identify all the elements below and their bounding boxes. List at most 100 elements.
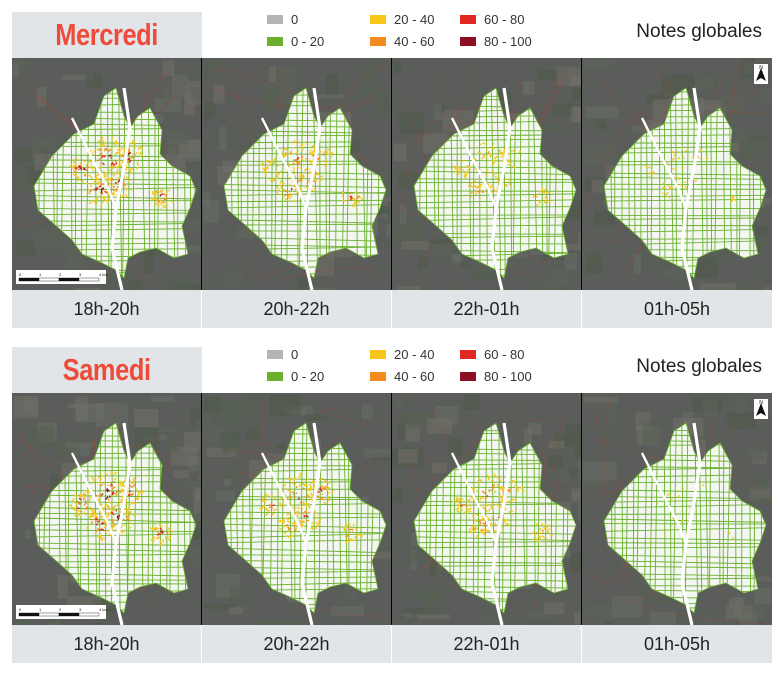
terrain-patch: [384, 537, 391, 547]
street-score-segment: [103, 525, 108, 529]
street-score-segment: [491, 486, 494, 490]
street-score-segment: [732, 195, 735, 198]
street-score-segment: [504, 519, 508, 522]
terrain-patch: [699, 100, 721, 110]
street-score-segment: [95, 174, 98, 178]
street-score-segment: [110, 156, 113, 159]
street-score-segment: [324, 485, 328, 488]
street-score-segment: [279, 504, 284, 508]
street-score-segment: [465, 505, 468, 508]
terrain-patch: [504, 621, 529, 625]
river: [110, 422, 132, 625]
street-score-segment: [132, 477, 136, 481]
street: [498, 423, 500, 613]
river: [640, 452, 688, 544]
street-score-segment: [318, 523, 321, 527]
street-score-segment: [313, 148, 316, 152]
terrain-patch: [393, 60, 402, 74]
street-score-segment: [308, 487, 312, 491]
terrain-patch: [568, 467, 581, 476]
street-score-segment: [275, 177, 278, 180]
street-score-segment: [129, 526, 132, 529]
scale-segment: [78, 612, 100, 617]
street-score-segment: [485, 169, 489, 173]
street-score-segment: [486, 182, 489, 186]
terrain-patch: [436, 564, 444, 581]
street-score-segment: [288, 530, 291, 533]
street-score-segment: [481, 155, 485, 160]
street-score-segment: [474, 192, 478, 196]
street-score-segment: [544, 196, 548, 199]
terrain-patch: [190, 87, 201, 101]
river: [300, 87, 322, 290]
terrain-patch: [75, 396, 89, 421]
street-score-segment: [518, 149, 522, 154]
terrain-patch: [582, 478, 607, 488]
terrain-patch: [537, 69, 569, 81]
street-score-segment: [499, 151, 502, 154]
map-svg: 0 1 2 3 4 km: [12, 60, 201, 290]
terrain-patch: [572, 87, 581, 101]
street-score-segment: [329, 151, 333, 155]
scale-segment: [58, 277, 80, 282]
street-score-segment: [109, 179, 112, 182]
terrain-patch: [223, 479, 232, 487]
street: [414, 519, 576, 521]
street-score-segment: [680, 146, 683, 150]
legend-item: 40 - 60: [370, 369, 434, 384]
street-score-segment: [310, 521, 315, 525]
street-score-segment: [105, 178, 110, 182]
legend-label: 0 - 20: [291, 369, 325, 384]
terrain-patch: [203, 60, 218, 80]
street-score-segment: [96, 516, 99, 520]
terrain-patch: [66, 249, 84, 272]
terrain-patch: [80, 420, 89, 429]
street-score-segment: [477, 478, 481, 481]
terrain-patch: [704, 250, 735, 263]
street-score-segment: [259, 507, 263, 511]
street-score-segment: [507, 489, 511, 493]
street-score-segment: [320, 175, 324, 178]
terrain-patch: [399, 204, 407, 225]
street-score-segment: [538, 531, 542, 535]
street-score-segment: [303, 167, 308, 172]
street-score-segment: [546, 538, 550, 541]
terrain-patch: [204, 426, 224, 444]
street: [224, 539, 386, 544]
terrain-patch: [662, 289, 671, 290]
street-score-segment: [502, 517, 506, 521]
legend-swatch: [460, 37, 476, 46]
street-score-segment: [274, 508, 277, 511]
street: [490, 88, 496, 278]
terrain-patch: [143, 252, 154, 274]
street-score-segment: [300, 518, 304, 523]
street-score-segment: [270, 178, 273, 182]
street: [224, 170, 386, 175]
river: [450, 117, 498, 209]
terrain-patch: [650, 611, 677, 625]
street-score-segment: [116, 491, 119, 494]
street-score-segment: [326, 480, 330, 485]
street-score-segment: [261, 505, 264, 509]
street-score-segment: [160, 193, 164, 196]
street: [224, 554, 386, 556]
terrain-patch: [274, 66, 300, 79]
street-score-segment: [313, 188, 317, 192]
terrain-patch: [393, 143, 407, 162]
street-score-segment: [680, 519, 685, 523]
terrain-patch: [195, 486, 201, 501]
street-score-segment: [99, 528, 102, 532]
street-score-segment: [512, 165, 516, 169]
street-score-segment: [69, 164, 73, 167]
street-score-segment: [116, 170, 119, 173]
street-score-segment: [105, 473, 109, 477]
street-score-segment: [291, 162, 295, 166]
terrain-patch: [404, 612, 414, 618]
terrain-patch: [699, 438, 706, 457]
terrain-patch: [583, 460, 617, 481]
terrain-patch: [166, 436, 178, 452]
street-score-segment: [305, 503, 308, 506]
terrain-patch: [303, 287, 336, 290]
street-score-segment: [293, 525, 296, 528]
street-score-segment: [160, 530, 164, 534]
